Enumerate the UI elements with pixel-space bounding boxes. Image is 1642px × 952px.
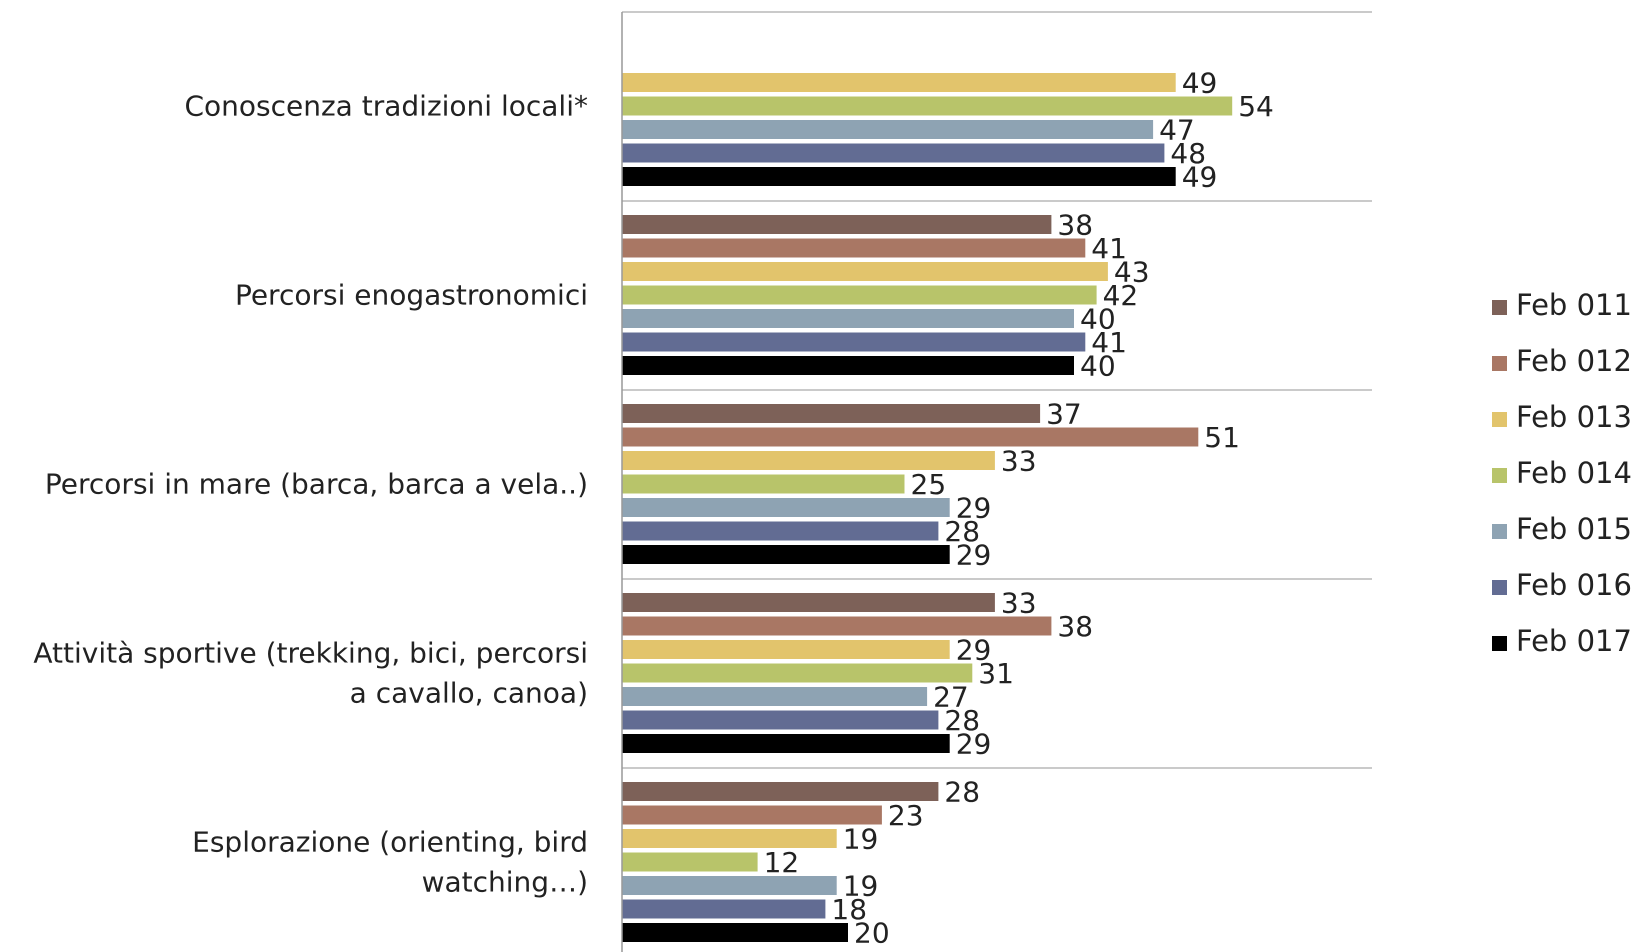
data-label: 12 <box>764 846 800 879</box>
bar <box>622 474 905 494</box>
legend-entry: Feb 012 <box>1492 344 1632 378</box>
data-label: 31 <box>978 657 1014 690</box>
bar <box>622 640 950 659</box>
legend-swatch <box>1492 412 1507 427</box>
data-label: 33 <box>1001 445 1037 478</box>
bar <box>622 521 939 541</box>
bar <box>622 876 837 895</box>
data-label: 20 <box>854 917 890 950</box>
bar <box>622 451 995 470</box>
bar <box>622 545 950 564</box>
bar <box>622 73 1176 92</box>
data-label: 29 <box>956 728 992 761</box>
legend-entry: Feb 015 <box>1492 512 1632 546</box>
bar <box>622 356 1074 375</box>
bar <box>622 593 995 612</box>
bar <box>622 805 882 825</box>
legend-label: Feb 012 <box>1516 344 1632 378</box>
bar <box>622 782 939 801</box>
data-label: 42 <box>1103 279 1139 312</box>
bar <box>622 215 1052 234</box>
bar <box>622 923 848 942</box>
category-label: Conoscenza tradizioni locali* <box>184 90 588 123</box>
legend-swatch <box>1492 524 1507 539</box>
legend-entry: Feb 016 <box>1492 568 1632 602</box>
legend-swatch <box>1492 580 1507 595</box>
data-label: 40 <box>1080 303 1116 336</box>
legend-label: Feb 015 <box>1516 512 1632 546</box>
data-label: 19 <box>843 823 879 856</box>
data-label: 27 <box>933 681 969 714</box>
legend-label: Feb 011 <box>1516 288 1632 322</box>
legend-label: Feb 014 <box>1516 456 1632 490</box>
data-label: 49 <box>1182 67 1218 100</box>
data-label: 29 <box>956 634 992 667</box>
bar <box>622 309 1074 328</box>
legend-entry: Feb 017 <box>1492 624 1632 658</box>
data-label: 25 <box>911 468 947 501</box>
legend-label: Feb 016 <box>1516 568 1632 602</box>
bar <box>622 663 973 683</box>
data-label: 28 <box>944 515 980 548</box>
data-label: 54 <box>1238 90 1274 123</box>
data-label: 37 <box>1046 398 1082 431</box>
legend-entry: Feb 014 <box>1492 456 1632 490</box>
category-separators <box>622 11 1372 769</box>
category-labels: Conoscenza tradizioni locali* Percorsi en… <box>33 90 588 899</box>
legend: Feb 011 Feb 012 Feb 013 Feb 014 Feb 015 Feb 0… <box>1492 288 1632 658</box>
legend-swatch <box>1492 636 1507 651</box>
bar <box>622 852 758 872</box>
data-label: 18 <box>831 893 867 926</box>
data-label: 28 <box>944 704 980 737</box>
legend-label: Feb 017 <box>1516 624 1632 658</box>
bar <box>622 616 1052 636</box>
bar <box>622 262 1108 281</box>
category-label: Percorsi enogastronomici <box>235 279 588 312</box>
data-label: 29 <box>956 492 992 525</box>
data-label: 51 <box>1204 421 1240 454</box>
data-label: 49 <box>1182 161 1218 194</box>
legend-swatch <box>1492 468 1507 483</box>
data-label: 38 <box>1057 610 1093 643</box>
data-label: 38 <box>1057 209 1093 242</box>
legend-entry: Feb 013 <box>1492 400 1632 434</box>
bar <box>622 143 1165 163</box>
data-label: 41 <box>1091 232 1127 265</box>
data-label: 33 <box>1001 587 1037 620</box>
data-label: 29 <box>956 539 992 572</box>
bar <box>622 734 950 753</box>
bar <box>622 404 1041 423</box>
data-label: 48 <box>1170 137 1206 170</box>
bar <box>622 710 939 730</box>
bar <box>622 829 837 848</box>
bar <box>622 120 1154 139</box>
bar <box>622 498 950 517</box>
legend-swatch <box>1492 300 1507 315</box>
data-label: 43 <box>1114 256 1150 289</box>
category-label: Esplorazione (orienting, bird watching…) <box>192 826 588 899</box>
category-label: Attività sportive (trekking, bici, perco… <box>33 637 588 710</box>
bar <box>622 285 1097 305</box>
data-label: 41 <box>1091 326 1127 359</box>
bar <box>622 687 928 706</box>
bars <box>622 73 1233 942</box>
legend-label: Feb 013 <box>1516 400 1632 434</box>
data-label: 23 <box>888 799 924 832</box>
legend-entry: Feb 011 <box>1492 288 1632 322</box>
bar <box>622 332 1086 352</box>
bar <box>622 238 1086 258</box>
bar <box>622 427 1199 447</box>
bar <box>622 167 1176 186</box>
bar <box>622 899 826 919</box>
data-label: 19 <box>843 870 879 903</box>
category-label: Percorsi in mare (barca, barca a vela..) <box>45 468 588 501</box>
data-label: 28 <box>944 776 980 809</box>
value-labels: 4954474849384143424041403751332529282933… <box>764 67 1274 950</box>
data-label: 47 <box>1159 114 1195 147</box>
bar <box>622 96 1233 116</box>
legend-swatch <box>1492 356 1507 371</box>
data-label: 40 <box>1080 350 1116 383</box>
